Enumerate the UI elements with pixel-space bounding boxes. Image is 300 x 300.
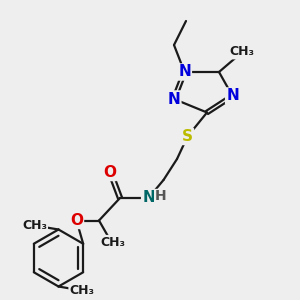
Text: CH₃: CH₃ bbox=[100, 236, 125, 249]
Text: S: S bbox=[182, 129, 193, 144]
Text: O: O bbox=[70, 213, 83, 228]
Text: CH₃: CH₃ bbox=[229, 45, 254, 58]
Text: N: N bbox=[178, 64, 191, 80]
Text: CH₃: CH₃ bbox=[69, 284, 94, 297]
Text: N: N bbox=[226, 88, 239, 104]
Text: O: O bbox=[103, 165, 116, 180]
Text: N: N bbox=[168, 92, 180, 106]
Text: CH₃: CH₃ bbox=[22, 219, 47, 232]
Text: N: N bbox=[142, 190, 155, 206]
Text: H: H bbox=[155, 190, 166, 203]
